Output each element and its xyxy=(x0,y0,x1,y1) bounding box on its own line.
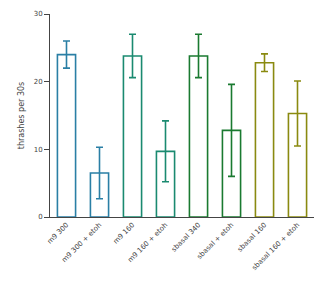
svg-text:m9 300: m9 300 xyxy=(46,221,71,246)
svg-text:m9 160 + etoh: m9 160 + etoh xyxy=(126,221,169,264)
svg-text:thrashes per 30s: thrashes per 30s xyxy=(17,82,26,149)
svg-text:m9 300 + etoh: m9 300 + etoh xyxy=(60,221,103,264)
svg-text:sbasal + etoh: sbasal + etoh xyxy=(196,221,236,261)
svg-text:sbasal 160: sbasal 160 xyxy=(236,221,268,253)
svg-text:20: 20 xyxy=(34,78,43,86)
svg-text:sbasal 160 + etoh: sbasal 160 + etoh xyxy=(251,221,302,272)
svg-text:10: 10 xyxy=(34,146,43,154)
svg-text:sbasal 340: sbasal 340 xyxy=(170,221,202,253)
svg-text:m9 160: m9 160 xyxy=(112,221,137,246)
svg-text:0: 0 xyxy=(38,213,42,221)
svg-text:30: 30 xyxy=(34,10,43,18)
